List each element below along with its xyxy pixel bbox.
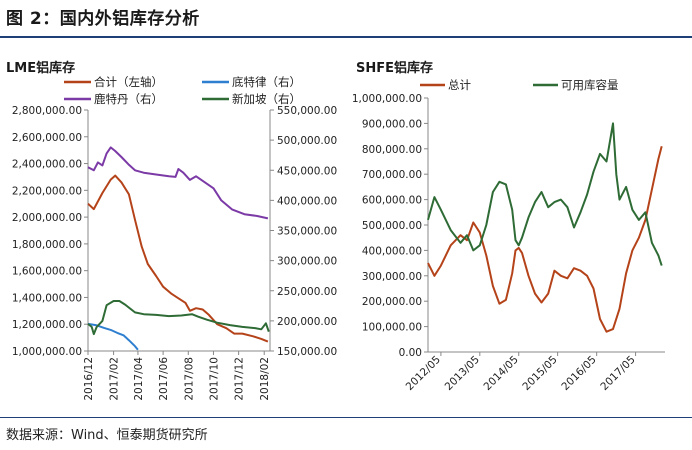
shfe-y-tick-label: 100,000.00 xyxy=(362,322,422,334)
lme-series-line-3 xyxy=(87,300,270,336)
shfe-x-tick-label: 2016/05 xyxy=(559,354,598,393)
lme-series-line-2 xyxy=(87,146,269,220)
shfe-y-tick-label: 900,000.00 xyxy=(362,118,422,130)
shfe-y-tick-label: 0.00 xyxy=(399,347,422,359)
shfe-y-tick-label: 700,000.00 xyxy=(362,169,422,181)
lme-right-tick-label: 450,000.00 xyxy=(277,165,337,177)
lme-right-tick-label: 300,000.00 xyxy=(277,256,337,268)
shfe-series-line-0 xyxy=(427,146,663,333)
shfe-legend-label: 总计 xyxy=(448,78,471,92)
lme-left-tick-label: 1,000,000.00 xyxy=(12,346,82,358)
lme-left-tick-label: 2,400,000.00 xyxy=(12,159,82,171)
lme-series-line-0 xyxy=(87,174,269,343)
lme-legend-label: 鹿特丹（右） xyxy=(94,92,163,106)
lme-left-tick-label: 1,600,000.00 xyxy=(12,266,82,278)
figure-title: 图 2：国内外铝库存分析 xyxy=(6,9,200,29)
shfe-x-tick-label: 2017/05 xyxy=(598,354,637,393)
shfe-y-tick-label: 300,000.00 xyxy=(362,271,422,283)
shfe-y-tick-label: 800,000.00 xyxy=(362,144,422,156)
lme-right-tick-label: 150,000.00 xyxy=(277,346,337,358)
shfe-chart-title: SHFE铝库存 xyxy=(356,60,433,76)
lme-x-tick-label: 2016/12 xyxy=(83,357,95,401)
shfe-x-tick-label: 2012/05 xyxy=(404,354,443,393)
lme-x-tick-label: 2017/08 xyxy=(183,357,195,401)
lme-right-tick-label: 200,000.00 xyxy=(277,316,337,328)
lme-x-tick-label: 2017/12 xyxy=(234,357,246,401)
lme-x-tick-label: 2018/02 xyxy=(259,357,271,401)
lme-legend-label: 底特律（右） xyxy=(232,75,301,89)
lme-right-tick-label: 250,000.00 xyxy=(277,286,337,298)
lme-x-tick-label: 2017/04 xyxy=(133,357,145,401)
lme-legend-label: 新加坡（右） xyxy=(232,92,301,106)
lme-right-tick-label: 550,000.00 xyxy=(277,105,337,117)
lme-left-tick-label: 2,800,000.00 xyxy=(12,105,82,117)
lme-left-tick-label: 2,600,000.00 xyxy=(12,132,82,144)
lme-x-tick-label: 2017/10 xyxy=(208,357,220,401)
shfe-x-tick-label: 2014/05 xyxy=(482,354,521,393)
lme-left-tick-label: 1,800,000.00 xyxy=(12,239,82,251)
shfe-y-tick-label: 1,000,000.00 xyxy=(352,93,422,105)
shfe-y-tick-label: 400,000.00 xyxy=(362,245,422,257)
lme-left-tick-label: 1,400,000.00 xyxy=(12,292,82,304)
lme-left-tick-label: 1,200,000.00 xyxy=(12,319,82,331)
lme-x-tick-label: 2017/02 xyxy=(109,357,121,401)
lme-x-tick-label: 2017/06 xyxy=(158,357,170,401)
shfe-series-line-1 xyxy=(427,122,663,266)
lme-right-tick-label: 350,000.00 xyxy=(277,226,337,238)
shfe-y-tick-label: 500,000.00 xyxy=(362,220,422,232)
shfe-y-tick-label: 200,000.00 xyxy=(362,296,422,308)
lme-chart-title: LME铝库存 xyxy=(6,60,75,76)
lme-left-tick-label: 2,200,000.00 xyxy=(12,185,82,197)
shfe-y-tick-label: 600,000.00 xyxy=(362,195,422,207)
shfe-legend-label: 可用库容量 xyxy=(561,78,619,92)
lme-legend-label: 合计（左轴） xyxy=(94,75,163,89)
lme-left-tick-label: 2,000,000.00 xyxy=(12,212,82,224)
shfe-x-tick-label: 2013/05 xyxy=(443,354,482,393)
lme-right-tick-label: 500,000.00 xyxy=(277,135,337,147)
lme-right-tick-label: 400,000.00 xyxy=(277,195,337,207)
shfe-x-tick-label: 2015/05 xyxy=(520,354,559,393)
bottom-rule xyxy=(0,417,692,418)
top-rule xyxy=(0,36,692,38)
source-note: 数据来源：Wind、恒泰期货研究所 xyxy=(6,428,208,443)
